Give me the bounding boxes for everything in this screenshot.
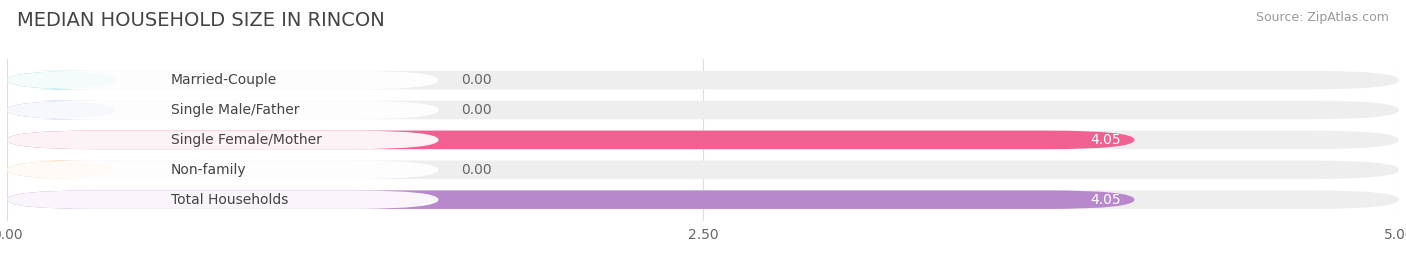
Text: 0.00: 0.00 [461, 163, 492, 177]
Text: MEDIAN HOUSEHOLD SIZE IN RINCON: MEDIAN HOUSEHOLD SIZE IN RINCON [17, 11, 385, 30]
Text: 4.05: 4.05 [1090, 133, 1121, 147]
Text: 4.05: 4.05 [1090, 193, 1121, 207]
Text: Single Female/Mother: Single Female/Mother [172, 133, 322, 147]
Text: 0.00: 0.00 [461, 73, 492, 87]
FancyBboxPatch shape [7, 101, 439, 119]
FancyBboxPatch shape [7, 71, 115, 89]
FancyBboxPatch shape [7, 161, 115, 179]
FancyBboxPatch shape [7, 131, 1399, 149]
FancyBboxPatch shape [7, 190, 439, 209]
FancyBboxPatch shape [7, 190, 1135, 209]
Text: Total Households: Total Households [172, 193, 288, 207]
FancyBboxPatch shape [7, 101, 115, 119]
Text: 0.00: 0.00 [461, 103, 492, 117]
FancyBboxPatch shape [7, 71, 1399, 89]
FancyBboxPatch shape [7, 190, 1399, 209]
FancyBboxPatch shape [7, 101, 1399, 119]
Text: Single Male/Father: Single Male/Father [172, 103, 299, 117]
Text: Source: ZipAtlas.com: Source: ZipAtlas.com [1256, 11, 1389, 24]
FancyBboxPatch shape [7, 131, 1135, 149]
Text: Non-family: Non-family [172, 163, 246, 177]
Text: Married-Couple: Married-Couple [172, 73, 277, 87]
FancyBboxPatch shape [7, 161, 1399, 179]
FancyBboxPatch shape [7, 71, 439, 89]
FancyBboxPatch shape [7, 161, 439, 179]
FancyBboxPatch shape [7, 131, 439, 149]
